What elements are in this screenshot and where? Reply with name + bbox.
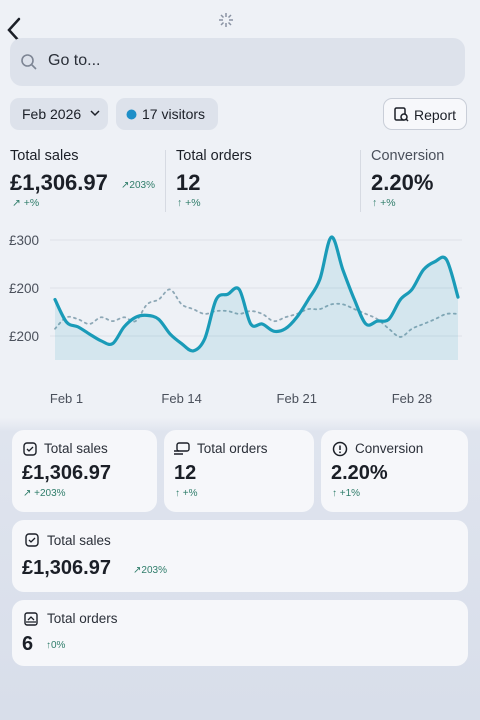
card-value: £1,306.97 [22,557,111,579]
visitors-label: 17 visitors [142,106,206,122]
metric-card[interactable]: Conversion 2.20% ↑ +1% [321,430,468,512]
divider [165,150,166,212]
x-tick-label: Feb 28 [392,391,432,406]
card-label: Total orders [197,441,268,456]
back-button[interactable] [4,16,24,44]
card-value: 2.20% [331,462,388,484]
x-tick-label: Feb 21 [277,391,317,406]
summary-sub: ↗ +% [12,197,40,209]
card-change: ↑ +1% [332,488,361,499]
sales-chart: £300 £200 £200 Feb 1 Feb 14 Feb 21 Feb 28 [9,233,462,406]
card-value: 12 [174,462,197,484]
series-line [53,235,460,353]
y-tick-label: £300 [9,233,39,248]
report-label: Report [414,107,457,123]
loading-icon [219,13,233,27]
summary-sub: ↑ +% [372,197,396,209]
metric-card[interactable]: Total orders 12 ↑ +% [164,430,314,512]
card-icon [23,442,37,456]
search-placeholder: Go to... [48,52,101,69]
card-value: £1,306.97 [22,462,111,484]
card-label: Total orders [47,611,118,626]
card-change: ↗ +203% [23,488,66,499]
x-tick-label: Feb 1 [50,391,83,406]
wide-card[interactable]: Total sales £1,306.97 ↗203% [12,520,468,592]
card-value: 6 [22,633,34,655]
summary-value: £1,306.97 [10,170,108,195]
search-bar[interactable]: Go to... [10,38,465,86]
card-label: Total sales [44,441,108,456]
card-change: ↑ +% [175,488,198,499]
area [55,237,458,360]
x-tick-label: Feb 14 [161,391,201,406]
summary-change: ↗203% [121,180,155,191]
metric-card[interactable]: Total sales £1,306.97 ↗ +203% [12,430,157,512]
chevron [90,110,100,117]
date-filter[interactable]: Feb 2026 [10,98,108,130]
card-change: ↑0% [46,640,66,651]
summary-value: 2.20% [371,170,434,195]
card-change: ↗203% [133,565,167,576]
card-icon [174,442,190,455]
y-tick-label: £200 [9,329,39,344]
card-label: Conversion [355,441,424,456]
visitors-pill[interactable]: 17 visitors [116,98,218,130]
card-icon [332,441,348,457]
live-dot [126,109,137,120]
summary-value: 12 [176,170,201,195]
series-line [54,288,459,338]
card-icon [25,533,39,547]
summary-label: Total sales [10,148,79,164]
divider [360,150,361,212]
summary-sub: ↑ +% [177,197,201,209]
report-icon [394,107,409,122]
wide-card[interactable]: Total orders 6 ↑0% [12,600,468,666]
summary-label: Conversion [371,148,445,164]
summary-label: Total orders [176,148,252,164]
card-icon [24,612,38,626]
date-label: Feb 2026 [22,106,82,122]
y-tick-label: £200 [9,281,39,296]
card-label: Total sales [47,533,111,548]
search-icon [21,54,37,70]
report-button[interactable]: Report [383,98,467,130]
